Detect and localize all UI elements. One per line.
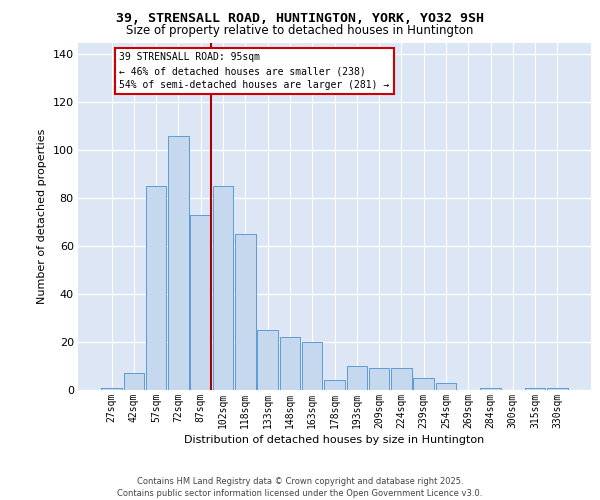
Bar	[436, 383, 456, 390]
Bar	[235, 234, 256, 390]
Bar	[257, 330, 278, 390]
Bar	[480, 388, 501, 390]
Bar	[324, 380, 345, 390]
Bar	[302, 342, 322, 390]
Bar	[146, 186, 166, 390]
Bar	[391, 368, 412, 390]
X-axis label: Distribution of detached houses by size in Huntington: Distribution of detached houses by size …	[184, 435, 485, 445]
Bar	[547, 388, 568, 390]
Bar	[168, 136, 189, 390]
Text: 39, STRENSALL ROAD, HUNTINGTON, YORK, YO32 9SH: 39, STRENSALL ROAD, HUNTINGTON, YORK, YO…	[116, 12, 484, 26]
Bar	[525, 388, 545, 390]
Text: 39 STRENSALL ROAD: 95sqm
← 46% of detached houses are smaller (238)
54% of semi-: 39 STRENSALL ROAD: 95sqm ← 46% of detach…	[119, 52, 389, 90]
Bar	[413, 378, 434, 390]
Bar	[369, 368, 389, 390]
Bar	[124, 373, 144, 390]
Bar	[213, 186, 233, 390]
Y-axis label: Number of detached properties: Number of detached properties	[37, 128, 47, 304]
Text: Contains HM Land Registry data © Crown copyright and database right 2025.
Contai: Contains HM Land Registry data © Crown c…	[118, 476, 482, 498]
Bar	[347, 366, 367, 390]
Bar	[280, 338, 300, 390]
Bar	[101, 388, 122, 390]
Text: Size of property relative to detached houses in Huntington: Size of property relative to detached ho…	[127, 24, 473, 37]
Bar	[190, 215, 211, 390]
